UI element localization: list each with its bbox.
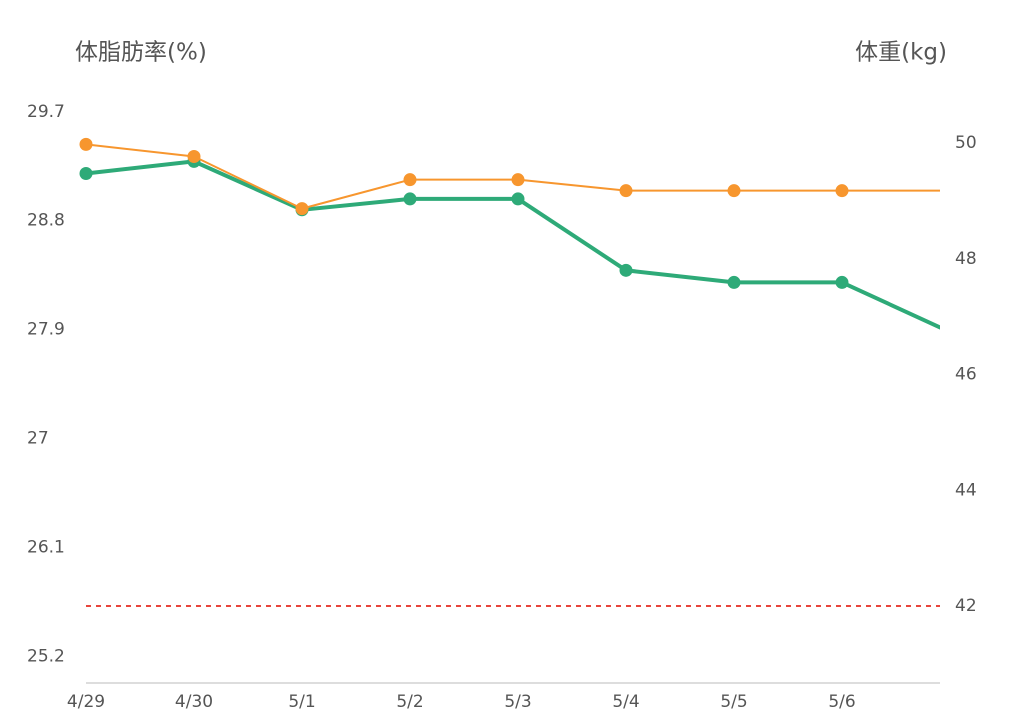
- data-point: [511, 173, 525, 187]
- data-point: [295, 202, 309, 216]
- y2-tick-label: 50: [955, 133, 977, 153]
- y-tick-label: 29.7: [27, 102, 65, 122]
- data-point: [835, 184, 849, 198]
- y-tick-label: 25.2: [27, 646, 65, 666]
- data-point: [619, 263, 633, 277]
- x-tick-label: 5/4: [612, 692, 639, 712]
- y2-tick-label: 44: [955, 480, 977, 500]
- data-point: [403, 173, 417, 187]
- y-tick-label: 27: [27, 429, 49, 449]
- data-point: [944, 326, 957, 339]
- data-point: [619, 184, 633, 198]
- y2-axis-title: 体重(kg): [855, 40, 947, 66]
- series-line: [85, 159, 940, 330]
- data-point: [79, 137, 93, 151]
- data-point: [403, 192, 417, 206]
- data-point: [835, 275, 849, 289]
- x-tick-label: 4/30: [175, 692, 213, 712]
- data-point: [727, 275, 741, 289]
- y2-tick-label: 48: [955, 249, 977, 269]
- y2-tick-label: 46: [955, 365, 977, 385]
- y-tick-label: 28.8: [27, 211, 65, 231]
- x-tick-label: 5/6: [828, 692, 855, 712]
- y-tick-label: 26.1: [27, 537, 65, 557]
- plot-area: [79, 137, 957, 608]
- x-tick-label: 4/29: [67, 692, 105, 712]
- x-tick-label: 5/2: [396, 692, 423, 712]
- y2-tick-label: 42: [955, 596, 977, 616]
- data-point: [944, 184, 957, 197]
- x-tick-label: 5/1: [288, 692, 315, 712]
- y-axis-title: 体脂肪率(%): [75, 40, 207, 66]
- data-point: [187, 150, 201, 164]
- data-point: [727, 184, 741, 198]
- data-point: [79, 167, 93, 181]
- x-tick-label: 5/5: [720, 692, 747, 712]
- y-tick-label: 27.9: [27, 320, 65, 340]
- data-point: [511, 192, 525, 206]
- x-tick-label: 5/3: [504, 692, 531, 712]
